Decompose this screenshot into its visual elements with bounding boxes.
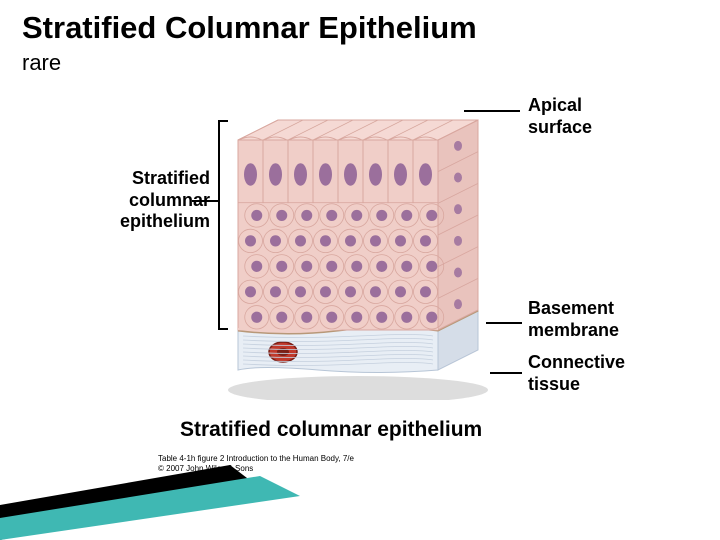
label-connective-tissue: Connective tissue <box>528 352 625 395</box>
label-text: Apical surface <box>528 95 592 137</box>
label-text: Connective tissue <box>528 352 625 394</box>
leader-basement <box>486 322 522 324</box>
page-title: Stratified Columnar Epithelium <box>22 10 477 46</box>
diagram-caption: Stratified columnar epithelium <box>180 418 482 442</box>
tissue-diagram <box>228 100 488 400</box>
left-bracket <box>218 120 220 330</box>
label-text: Basement membrane <box>528 298 619 340</box>
accent-bars <box>0 450 320 540</box>
label-apical-surface: Apical surface <box>528 95 592 138</box>
leader-connective <box>490 372 522 374</box>
leader-apical <box>464 110 520 112</box>
label-basement-membrane: Basement membrane <box>528 298 619 341</box>
left-leader <box>192 200 218 202</box>
page-subtitle: rare <box>22 50 61 76</box>
